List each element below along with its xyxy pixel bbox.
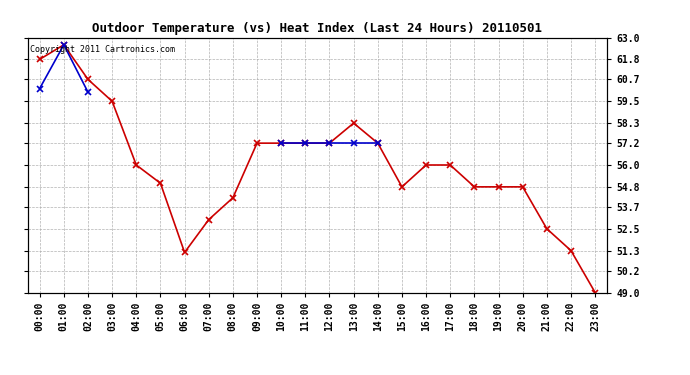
Text: Copyright 2011 Cartronics.com: Copyright 2011 Cartronics.com [30,45,175,54]
Title: Outdoor Temperature (vs) Heat Index (Last 24 Hours) 20110501: Outdoor Temperature (vs) Heat Index (Las… [92,22,542,35]
